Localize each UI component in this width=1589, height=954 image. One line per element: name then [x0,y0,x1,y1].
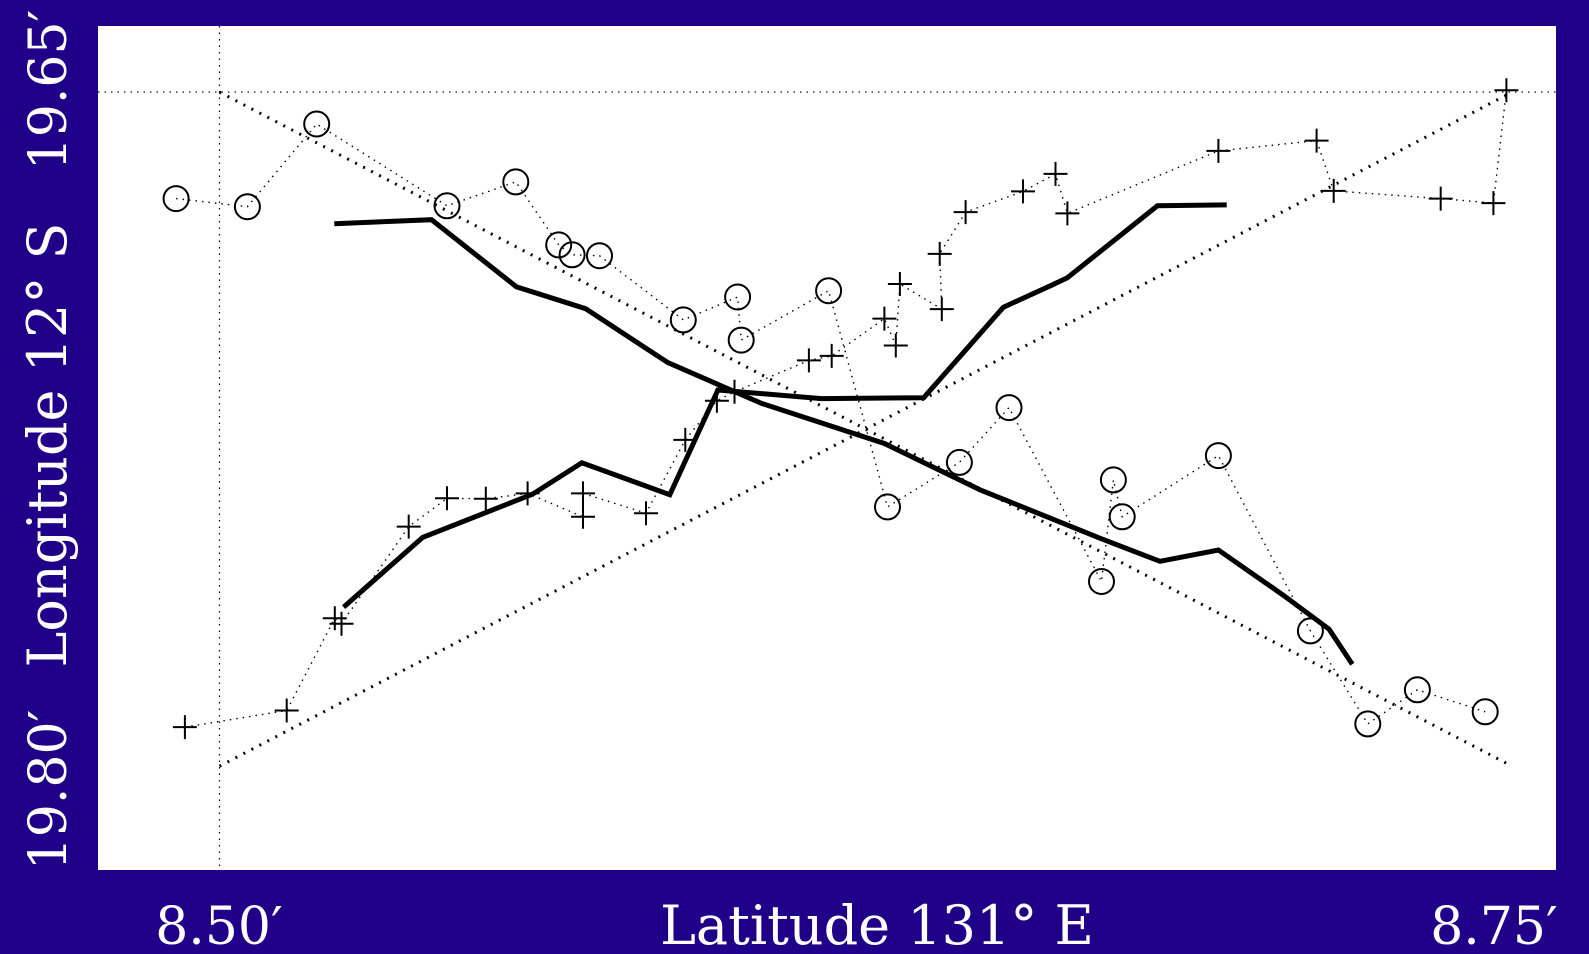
plus-marker-16 [872,306,897,331]
circle-marker-6 [558,241,586,269]
plus-marker-4 [396,514,421,539]
plus-marker-28 [1428,186,1453,211]
circle-marker-19 [1296,617,1324,645]
x-tick-label-left: 8.50′ [155,897,283,954]
y-tick-label-top: 19.65′ [19,10,79,171]
plus-marker-26 [1304,128,1329,153]
plus-marker-0 [172,715,197,740]
plus-marker-23 [1043,161,1068,186]
plus-marker-27 [1321,178,1346,203]
plus-marker-11 [673,427,698,452]
plus-marker-5 [435,486,459,511]
plus-marker-14 [796,348,821,373]
plus-marker-9 [571,481,595,506]
plus-marker-21 [953,200,978,225]
plus-marker-19 [929,297,954,322]
plus-marker-10 [634,501,658,526]
plus-marker-20 [927,241,952,266]
circle-marker-22 [1471,698,1499,726]
circle-marker-11 [815,277,843,305]
plus-marker-1 [274,698,299,723]
circle-marker-4 [502,168,530,196]
circle-marker-21 [1403,676,1431,704]
plus-marker-6 [473,486,498,511]
circle-marker-1 [233,193,261,221]
circle-marker-16 [1099,466,1127,494]
circle-marker-10 [727,326,755,354]
circle-marker-13 [945,448,973,476]
plus-marker-15 [819,343,844,368]
plus-marker-2 [322,606,347,631]
plus-marker-17 [883,333,908,358]
grid-lines [98,26,1556,870]
plus-marker-25 [1206,138,1231,163]
circle-marker-7 [586,242,613,270]
circle-marker-3 [433,192,461,220]
circle-marker-20 [1354,710,1382,738]
y-axis-label: Longitude 12° S [16,222,79,667]
x-tick-label-right: 8.75′ [1430,897,1558,954]
circle-marker-12 [874,493,901,521]
circle-marker-8 [669,306,697,334]
circle-marker-2 [303,110,331,138]
circle-marker-5 [545,231,573,259]
plus-marker-3 [329,611,354,636]
circle-marker-17 [1108,503,1136,531]
circle-marker-15 [1088,568,1115,595]
x-axis-label: Latitude 131° E [660,894,1094,954]
plus-marker-18 [887,272,912,296]
plus-marker-8 [571,504,595,529]
plus-marker-24 [1055,201,1080,226]
circle-marker-9 [724,283,752,311]
plus-marker-22 [1011,179,1035,204]
circle-marker-14 [995,394,1023,422]
solid-line-1 [334,217,1355,666]
circle-marker-0 [162,185,190,213]
circle-marker-18 [1204,442,1232,470]
plus-marker-13 [722,379,747,404]
series-markers [162,78,1519,740]
y-tick-label-bottom: 19.80′ [19,710,79,871]
plus-marker-29 [1481,191,1506,216]
plus-marker-12 [704,388,729,413]
plus-marker-7 [515,481,540,506]
plus-marker-30 [1494,78,1519,103]
